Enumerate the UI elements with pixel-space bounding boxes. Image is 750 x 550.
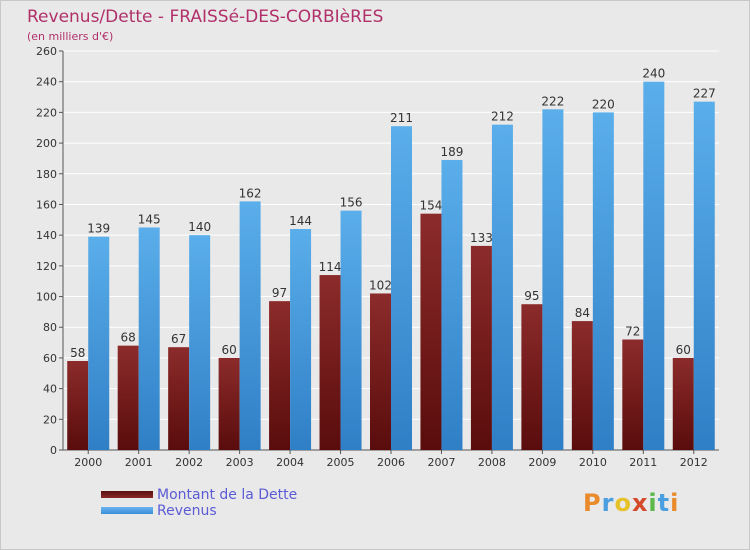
bar-debt bbox=[420, 213, 442, 450]
data-label-debt: 68 bbox=[121, 331, 136, 345]
bar-revenue bbox=[88, 236, 110, 450]
y-tick-label: 120 bbox=[36, 260, 57, 273]
data-label-debt: 114 bbox=[319, 260, 342, 274]
logo-letter: x bbox=[631, 489, 649, 517]
data-label-revenue: 220 bbox=[592, 97, 615, 111]
x-tick-label: 2010 bbox=[579, 456, 607, 469]
y-tick-label: 100 bbox=[36, 291, 57, 304]
bar-revenue bbox=[391, 126, 412, 450]
data-label-debt: 133 bbox=[470, 231, 493, 245]
x-tick-label: 2005 bbox=[327, 456, 355, 469]
bar-debt bbox=[571, 321, 593, 450]
data-label-revenue: 227 bbox=[693, 87, 716, 101]
bar-debt bbox=[168, 347, 190, 450]
bar-revenue bbox=[290, 229, 312, 450]
legend-label-debt: Montant de la Dette bbox=[157, 487, 298, 503]
x-tick-label: 2006 bbox=[377, 456, 405, 469]
logo-letter: P bbox=[583, 489, 602, 517]
data-label-revenue: 139 bbox=[87, 222, 110, 236]
data-label-debt: 67 bbox=[171, 332, 186, 346]
bar-revenue bbox=[542, 109, 564, 451]
data-label-debt: 97 bbox=[272, 286, 287, 300]
y-tick-label: 260 bbox=[36, 45, 57, 58]
data-label-revenue: 189 bbox=[441, 145, 464, 159]
y-tick-label: 160 bbox=[36, 198, 57, 211]
bar-revenue bbox=[239, 201, 261, 450]
y-tick-label: 180 bbox=[36, 168, 57, 181]
bar-debt bbox=[218, 357, 240, 450]
x-tick-label: 2000 bbox=[74, 456, 102, 469]
x-tick-label: 2007 bbox=[427, 456, 455, 469]
bar-revenue bbox=[189, 235, 211, 450]
data-label-revenue: 162 bbox=[239, 186, 262, 200]
y-tick-label: 0 bbox=[50, 444, 57, 457]
data-label-debt: 95 bbox=[524, 289, 539, 303]
data-label-debt: 60 bbox=[221, 343, 236, 357]
bar-revenue bbox=[643, 81, 665, 450]
logo-letter: t bbox=[657, 489, 671, 517]
chart-subtitle: (en milliers d'€) bbox=[27, 30, 114, 43]
data-label-revenue: 144 bbox=[289, 214, 312, 228]
bar-debt bbox=[672, 357, 694, 450]
bar-revenue bbox=[441, 159, 463, 450]
legend-swatch-revenue bbox=[101, 507, 153, 514]
data-label-debt: 154 bbox=[420, 199, 443, 213]
data-label-debt: 58 bbox=[70, 346, 85, 360]
y-tick-label: 60 bbox=[43, 352, 57, 365]
bar-revenue bbox=[491, 124, 513, 451]
x-tick-label: 2009 bbox=[528, 456, 556, 469]
data-label-debt: 102 bbox=[369, 278, 392, 292]
bar-debt bbox=[319, 275, 341, 450]
bar-debt bbox=[622, 339, 644, 450]
y-tick-label: 240 bbox=[36, 76, 57, 89]
bar-revenue bbox=[138, 227, 160, 450]
data-label-revenue: 140 bbox=[188, 220, 211, 234]
y-tick-label: 80 bbox=[43, 321, 57, 334]
y-tick-label: 220 bbox=[36, 106, 57, 119]
bar-debt bbox=[521, 304, 543, 450]
bar-debt bbox=[67, 360, 89, 450]
bar-debt bbox=[269, 301, 291, 450]
data-label-revenue: 240 bbox=[642, 67, 665, 81]
x-tick-label: 2008 bbox=[478, 456, 506, 469]
x-tick-label: 2004 bbox=[276, 456, 304, 469]
y-tick-label: 40 bbox=[43, 383, 57, 396]
proxiti-logo: Proxiti bbox=[583, 489, 679, 517]
data-label-debt: 72 bbox=[625, 325, 640, 339]
logo-letter: o bbox=[614, 489, 632, 517]
data-label-revenue: 156 bbox=[340, 196, 363, 210]
bar-revenue bbox=[340, 210, 362, 450]
bar-revenue bbox=[693, 101, 715, 451]
logo-letter: r bbox=[601, 489, 615, 517]
data-label-revenue: 211 bbox=[390, 111, 413, 125]
x-tick-label: 2012 bbox=[680, 456, 708, 469]
logo-letter: i bbox=[648, 489, 658, 517]
chart-title: Revenus/Dette - FRAISSé-DES-CORBIèRES bbox=[27, 7, 384, 27]
x-tick-label: 2011 bbox=[629, 456, 657, 469]
bar-debt bbox=[470, 245, 492, 450]
legend-swatch-debt bbox=[101, 491, 153, 498]
data-label-revenue: 212 bbox=[491, 110, 514, 124]
x-tick-label: 2002 bbox=[175, 456, 203, 469]
x-tick-label: 2003 bbox=[226, 456, 254, 469]
y-tick-label: 200 bbox=[36, 137, 57, 150]
x-tick-label: 2001 bbox=[125, 456, 153, 469]
bar-debt bbox=[117, 345, 139, 450]
data-label-debt: 84 bbox=[575, 306, 590, 320]
y-tick-label: 140 bbox=[36, 229, 57, 242]
bar-revenue bbox=[592, 112, 614, 450]
data-label-revenue: 222 bbox=[541, 94, 564, 108]
bar-debt bbox=[370, 293, 391, 450]
data-label-debt: 60 bbox=[676, 343, 691, 357]
y-tick-label: 20 bbox=[43, 413, 57, 426]
data-label-revenue: 145 bbox=[138, 212, 161, 226]
logo-letter: i bbox=[670, 489, 680, 517]
legend-label-revenue: Revenus bbox=[157, 503, 217, 519]
